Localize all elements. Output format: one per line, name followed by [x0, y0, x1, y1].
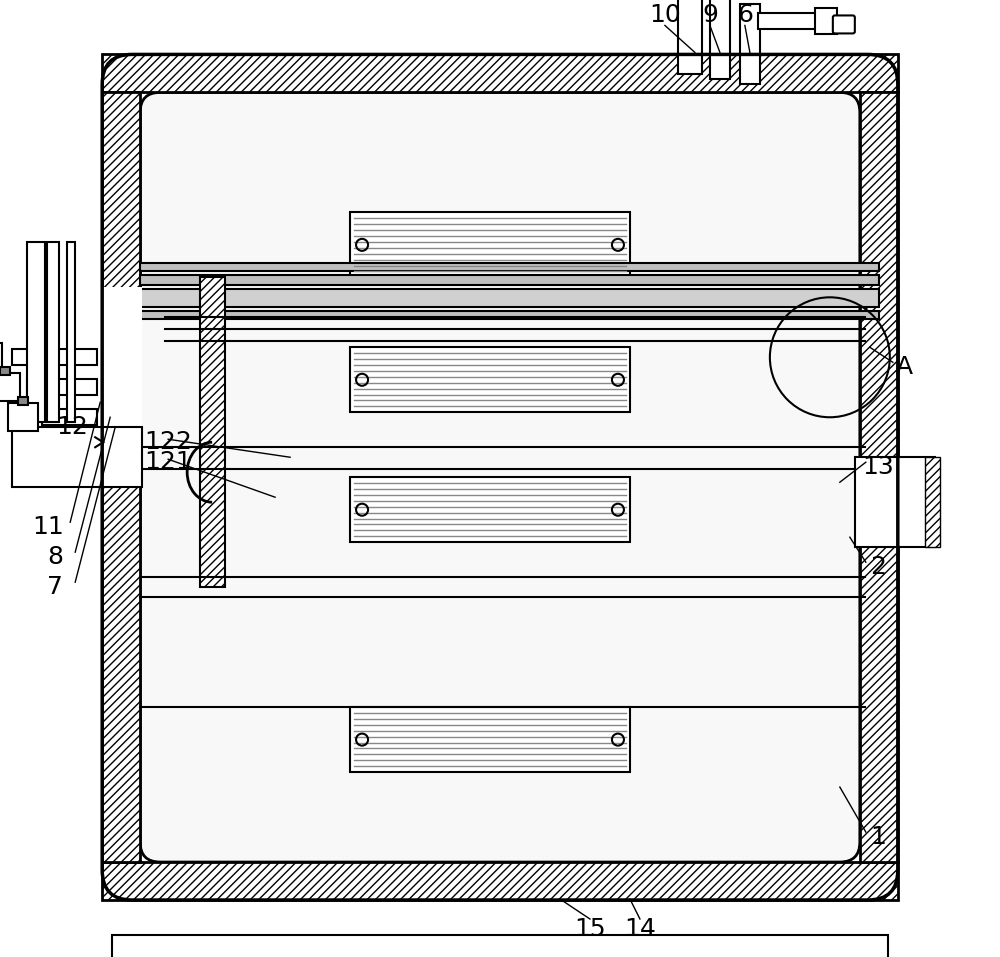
Text: 6: 6 — [737, 4, 753, 28]
Bar — [140, 289, 879, 307]
Text: A: A — [896, 355, 913, 379]
Bar — [102, 862, 898, 900]
Bar — [0, 367, 10, 375]
Bar — [925, 457, 940, 547]
Text: 15: 15 — [574, 917, 606, 941]
Text: 1: 1 — [870, 825, 886, 849]
Bar — [27, 379, 97, 395]
FancyBboxPatch shape — [140, 93, 860, 862]
Text: 2: 2 — [870, 555, 886, 579]
Text: 12: 12 — [56, 415, 88, 439]
Bar — [758, 13, 818, 30]
Bar — [12, 427, 142, 487]
Bar — [740, 5, 760, 84]
Text: 122: 122 — [144, 431, 192, 455]
Text: 7: 7 — [47, 575, 63, 599]
Bar — [855, 457, 935, 547]
Bar — [0, 373, 20, 401]
Text: 14: 14 — [624, 917, 656, 941]
Bar — [12, 287, 142, 487]
Bar — [710, 0, 730, 79]
Bar — [350, 212, 630, 278]
Bar — [102, 55, 898, 93]
Text: 13: 13 — [862, 456, 894, 479]
Text: 10: 10 — [649, 4, 681, 28]
Bar — [140, 311, 879, 320]
Bar — [0, 344, 2, 371]
Bar — [47, 242, 59, 422]
Bar — [140, 276, 879, 285]
Text: 11: 11 — [32, 515, 64, 539]
Bar — [42, 410, 97, 425]
Bar — [678, 0, 702, 75]
Bar — [815, 9, 837, 34]
Bar — [350, 347, 630, 412]
Bar — [140, 263, 879, 272]
Bar — [8, 403, 38, 432]
Bar — [350, 707, 630, 772]
Text: 9: 9 — [702, 4, 718, 28]
Bar — [860, 93, 898, 862]
Bar — [112, 935, 888, 957]
Bar — [18, 397, 28, 405]
Bar — [102, 93, 140, 862]
Bar — [67, 242, 75, 422]
Bar — [350, 478, 630, 543]
Bar — [12, 349, 97, 366]
Text: 121: 121 — [144, 450, 192, 475]
Bar — [27, 242, 45, 422]
FancyBboxPatch shape — [833, 15, 855, 33]
Bar — [200, 278, 225, 588]
Text: 8: 8 — [47, 545, 63, 569]
